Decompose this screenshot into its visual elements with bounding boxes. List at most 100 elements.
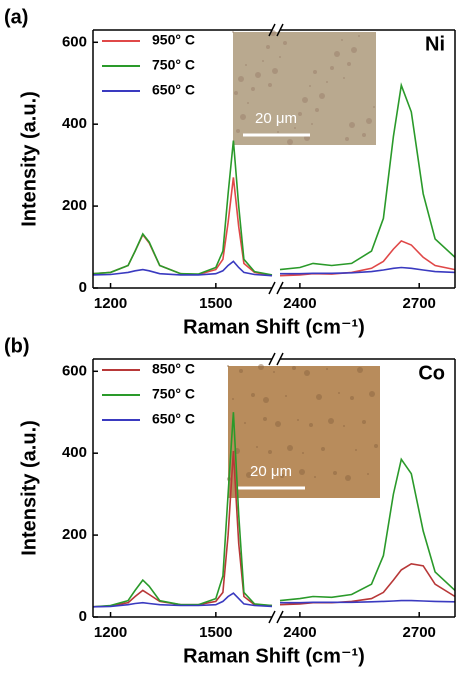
- inset-speck: [232, 398, 234, 400]
- inset-speck: [287, 139, 293, 145]
- y-tick-label: 400: [62, 444, 87, 461]
- axis-break: [268, 610, 276, 624]
- inset-speck: [345, 475, 351, 481]
- inset-speck: [321, 447, 325, 451]
- inset-speck: [347, 62, 351, 66]
- panel-label: (a): [4, 6, 28, 28]
- inset-speck: [263, 417, 267, 421]
- inset-speck: [330, 66, 334, 70]
- x-tick-label: 2700: [403, 295, 436, 312]
- inset-speck: [227, 365, 229, 367]
- inset-speck: [297, 419, 299, 421]
- x-tick-label: 2700: [403, 624, 436, 641]
- inset-speck: [355, 449, 357, 451]
- series-line: [279, 82, 456, 271]
- series-line: [92, 592, 273, 608]
- series-line: [279, 562, 456, 606]
- inset-speck: [258, 364, 264, 370]
- legend-label: 650° C: [152, 411, 195, 427]
- inset-speck: [299, 469, 305, 475]
- inset-speck: [319, 93, 325, 99]
- axis-break: [268, 281, 276, 295]
- legend-label: 750° C: [152, 57, 195, 73]
- inset-speck: [236, 129, 240, 133]
- series-line: [280, 266, 456, 275]
- inset-speck: [263, 397, 269, 403]
- inset-speck: [240, 114, 246, 120]
- inset-speck: [262, 60, 264, 62]
- axis-break: [276, 352, 284, 366]
- inset-speck: [239, 369, 243, 373]
- inset-speck: [343, 425, 345, 427]
- legend-label: 850° C: [152, 361, 195, 377]
- scale-label: 20 μm: [255, 110, 297, 127]
- inset-speck: [246, 472, 252, 478]
- legend-label: 750° C: [152, 386, 195, 402]
- inset-speck: [285, 395, 287, 397]
- inset-speck: [366, 118, 372, 124]
- series-line: [279, 457, 456, 602]
- x-tick-label: 2400: [283, 624, 316, 641]
- x-tick-label: 1200: [94, 624, 127, 641]
- inset-speck: [334, 51, 340, 57]
- inset-speck: [338, 392, 340, 394]
- inset-speck: [251, 393, 255, 397]
- inset-speck: [272, 68, 278, 74]
- inset-speck: [294, 127, 296, 129]
- inset-speck: [268, 450, 272, 454]
- inset-speck: [341, 39, 343, 41]
- inset-speck: [279, 56, 281, 58]
- inset-speck: [315, 108, 319, 112]
- inset-speck: [277, 131, 279, 133]
- inset-speck: [314, 476, 316, 478]
- inset-speck: [374, 444, 378, 448]
- y-tick-label: 0: [79, 279, 87, 296]
- inset-speck: [275, 421, 281, 427]
- inset-speck: [349, 122, 355, 128]
- inset-speck: [362, 133, 366, 137]
- y-tick-label: 600: [62, 362, 87, 379]
- y-tick-label: 200: [62, 197, 87, 214]
- inset-speck: [280, 474, 284, 478]
- inset-speck: [309, 85, 311, 87]
- inset-speck: [326, 368, 328, 370]
- x-axis-label: Raman Shift (cm⁻¹): [183, 316, 365, 338]
- inset-speck: [309, 423, 313, 427]
- inset-speck: [234, 91, 238, 95]
- series-line: [92, 140, 273, 276]
- inset-speck: [298, 112, 302, 116]
- inset-speck: [350, 396, 354, 400]
- inset-speck: [268, 83, 272, 87]
- inset-speck: [251, 87, 255, 91]
- y-axis-label: Intensity (a.u.): [18, 91, 40, 227]
- inset-speck: [247, 102, 249, 104]
- inset-speck: [292, 366, 296, 370]
- inset-speck: [313, 70, 317, 74]
- x-tick-label: 1500: [199, 624, 232, 641]
- inset-speck: [328, 418, 334, 424]
- inset-speck: [256, 446, 258, 448]
- inset-speck: [373, 106, 375, 108]
- axis-break: [276, 610, 284, 624]
- inset-speck: [287, 445, 293, 451]
- inset-speck: [358, 35, 360, 37]
- inset-speck: [283, 41, 287, 45]
- inset-speck: [245, 64, 247, 66]
- inset-speck: [304, 370, 310, 376]
- x-axis-label: Raman Shift (cm⁻¹): [183, 645, 365, 667]
- inset-speck: [367, 473, 369, 475]
- x-tick-label: 1500: [199, 295, 232, 312]
- inset-speck: [357, 367, 363, 373]
- series-line: [92, 260, 273, 277]
- inset-speck: [369, 391, 375, 397]
- inset-speck: [311, 123, 313, 125]
- inset-speck: [351, 47, 357, 53]
- y-axis-label: Intensity (a.u.): [18, 420, 40, 556]
- annotation: Ni: [425, 33, 445, 55]
- inset-speck: [266, 45, 270, 49]
- inset-speck: [232, 31, 234, 33]
- inset-speck: [345, 137, 349, 141]
- inset-speck: [273, 371, 275, 373]
- axis-break: [276, 281, 284, 295]
